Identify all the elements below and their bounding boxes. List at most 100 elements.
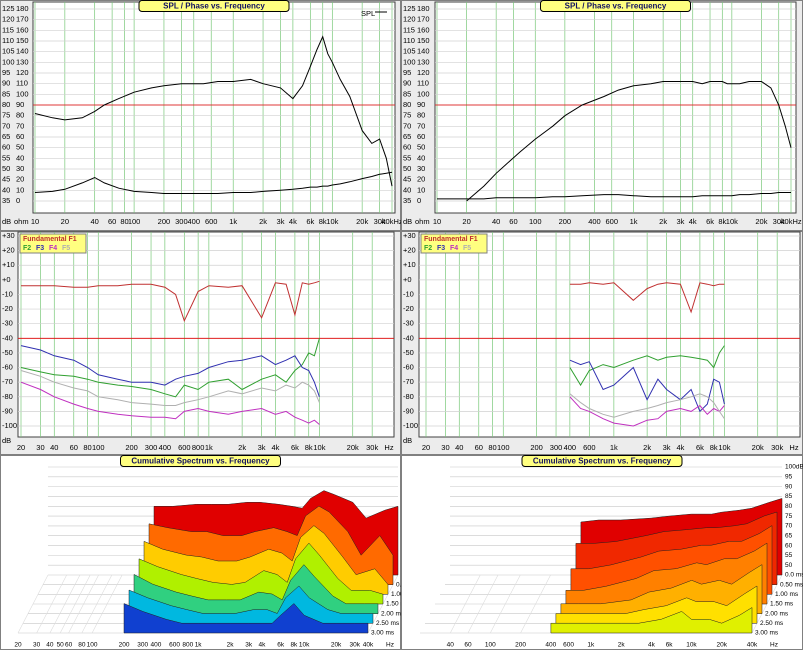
grid-line xyxy=(91,574,123,634)
x-tick-label: 100 xyxy=(128,217,141,226)
x-tick-label: 300 xyxy=(550,443,563,452)
y2-tick-label: 50 xyxy=(16,143,24,152)
x-unit: Hz xyxy=(386,642,394,649)
x-tick-label: 300 xyxy=(145,443,158,452)
series-line xyxy=(20,345,320,397)
x-tick-label: 40 xyxy=(492,217,500,226)
y2-tick-label: 10 xyxy=(417,185,425,194)
y-tick-label: 70 xyxy=(2,121,10,130)
x-tick-label: 6k xyxy=(706,217,714,226)
series-line xyxy=(569,393,725,419)
x-tick-label: 60 xyxy=(108,217,116,226)
x-tick-label: 1k xyxy=(205,443,213,452)
time-tick-label: 3.00 ms xyxy=(371,630,395,637)
y2-tick-label: 50 xyxy=(417,143,425,152)
y-tick-label: -20 xyxy=(2,304,13,313)
x-tick-label: 20 xyxy=(462,217,470,226)
series-line xyxy=(569,282,725,314)
x-tick-label: 6k xyxy=(696,443,704,452)
y-tick-label: 80 xyxy=(2,100,10,109)
x-tick-label: 80 xyxy=(120,217,128,226)
x-tick-label: 30k xyxy=(366,443,378,452)
x-tick-label: 60 xyxy=(65,642,73,649)
y-tick-label: -80 xyxy=(2,392,13,401)
y-tick-label: -10 xyxy=(2,289,13,298)
title-box xyxy=(540,0,691,12)
spectrum-slice xyxy=(123,603,369,634)
x-tick-label: 80 xyxy=(488,443,496,452)
series-line xyxy=(20,338,320,398)
y-tick-label: 115 xyxy=(403,25,415,34)
x-tick-label: 20 xyxy=(14,642,22,649)
y-tick-label: 70 xyxy=(403,121,411,130)
spectrum-slice xyxy=(128,585,374,624)
x-tick-label: 30 xyxy=(33,642,41,649)
series-group xyxy=(34,35,393,194)
x-tick-label: 30k xyxy=(773,217,785,226)
x-tick-label: 200 xyxy=(158,217,171,226)
x-tick-label: 10k xyxy=(299,642,310,649)
grid-line xyxy=(490,574,521,634)
y-tick-label: 100 xyxy=(403,57,416,66)
z-tick-label: 65 xyxy=(785,532,793,539)
title-box xyxy=(138,0,290,12)
x-tick-label: 10k xyxy=(686,642,697,649)
grid-line xyxy=(81,574,113,634)
y-tick-label: 45 xyxy=(2,175,10,184)
y-tick-label: -40 xyxy=(2,333,13,342)
x-tick-label: 20k xyxy=(331,642,342,649)
x-tick-label: 10k xyxy=(726,217,738,226)
x-tick-label: 30 xyxy=(36,443,44,452)
z-tick-label: 90 xyxy=(785,483,793,490)
y-tick-label: +30 xyxy=(2,231,15,240)
z-tick-label: 75 xyxy=(785,513,793,520)
x-tick-label: 400 xyxy=(564,443,577,452)
spectrum-slice xyxy=(133,564,379,614)
x-tick-label: 300 xyxy=(137,642,148,649)
y2-tick-label: 90 xyxy=(16,100,24,109)
y-tick-label: +10 xyxy=(2,260,15,269)
x-tick-label: 400 xyxy=(188,217,201,226)
series-line xyxy=(20,381,320,425)
x-tick-label: 20k xyxy=(755,217,767,226)
time-tick-label: 1.50 ms xyxy=(386,601,410,608)
x-tick-label: 30 xyxy=(441,443,449,452)
plot-area xyxy=(434,1,797,214)
x-tick-label: 400 xyxy=(545,642,556,649)
y-tick-label: 110 xyxy=(403,36,415,45)
x-tick-label: 4k xyxy=(648,642,656,649)
x-tick-label: 6k xyxy=(291,443,299,452)
x-tick-label: 200 xyxy=(125,443,138,452)
x-tick-label: 800 xyxy=(192,443,205,452)
y2-tick-label: 0 xyxy=(417,196,421,205)
grid-line xyxy=(467,574,499,634)
y-tick-label: -40 xyxy=(403,333,414,342)
y-tick-label: -100 xyxy=(2,421,17,430)
x-tick-label: 3k xyxy=(245,642,253,649)
x-tick-label: 40k xyxy=(363,642,374,649)
z-tick-label: 55 xyxy=(785,552,793,559)
time-tick-label: 0.0 ms xyxy=(785,572,803,579)
x-tick-label: 300 xyxy=(175,217,188,226)
y-tick-label: 125 xyxy=(403,4,416,13)
series-line xyxy=(34,35,393,187)
plot-area xyxy=(32,1,396,214)
x-tick-label: 800 xyxy=(182,642,193,649)
legend-label: F3 xyxy=(437,245,445,252)
y2-tick-label: 170 xyxy=(16,15,29,24)
y-unit: dB xyxy=(403,436,412,445)
x-tick-label: 3k xyxy=(663,443,671,452)
y-tick-label: 40 xyxy=(2,185,10,194)
y-tick-label: +0 xyxy=(403,275,412,284)
y2-tick-label: 40 xyxy=(16,153,24,162)
y-tick-label: 85 xyxy=(403,89,411,98)
x-tick-label: 3k xyxy=(277,217,285,226)
legend-label: F2 xyxy=(424,245,432,252)
grid-line xyxy=(49,574,81,634)
x-tick-label: 8k xyxy=(718,217,726,226)
x-tick-label: 40k xyxy=(747,642,758,649)
y-tick-label: 95 xyxy=(2,68,10,77)
y-tick-label: 65 xyxy=(2,132,10,141)
x-tick-label: 6k xyxy=(666,642,674,649)
x-tick-label: 40 xyxy=(447,642,455,649)
